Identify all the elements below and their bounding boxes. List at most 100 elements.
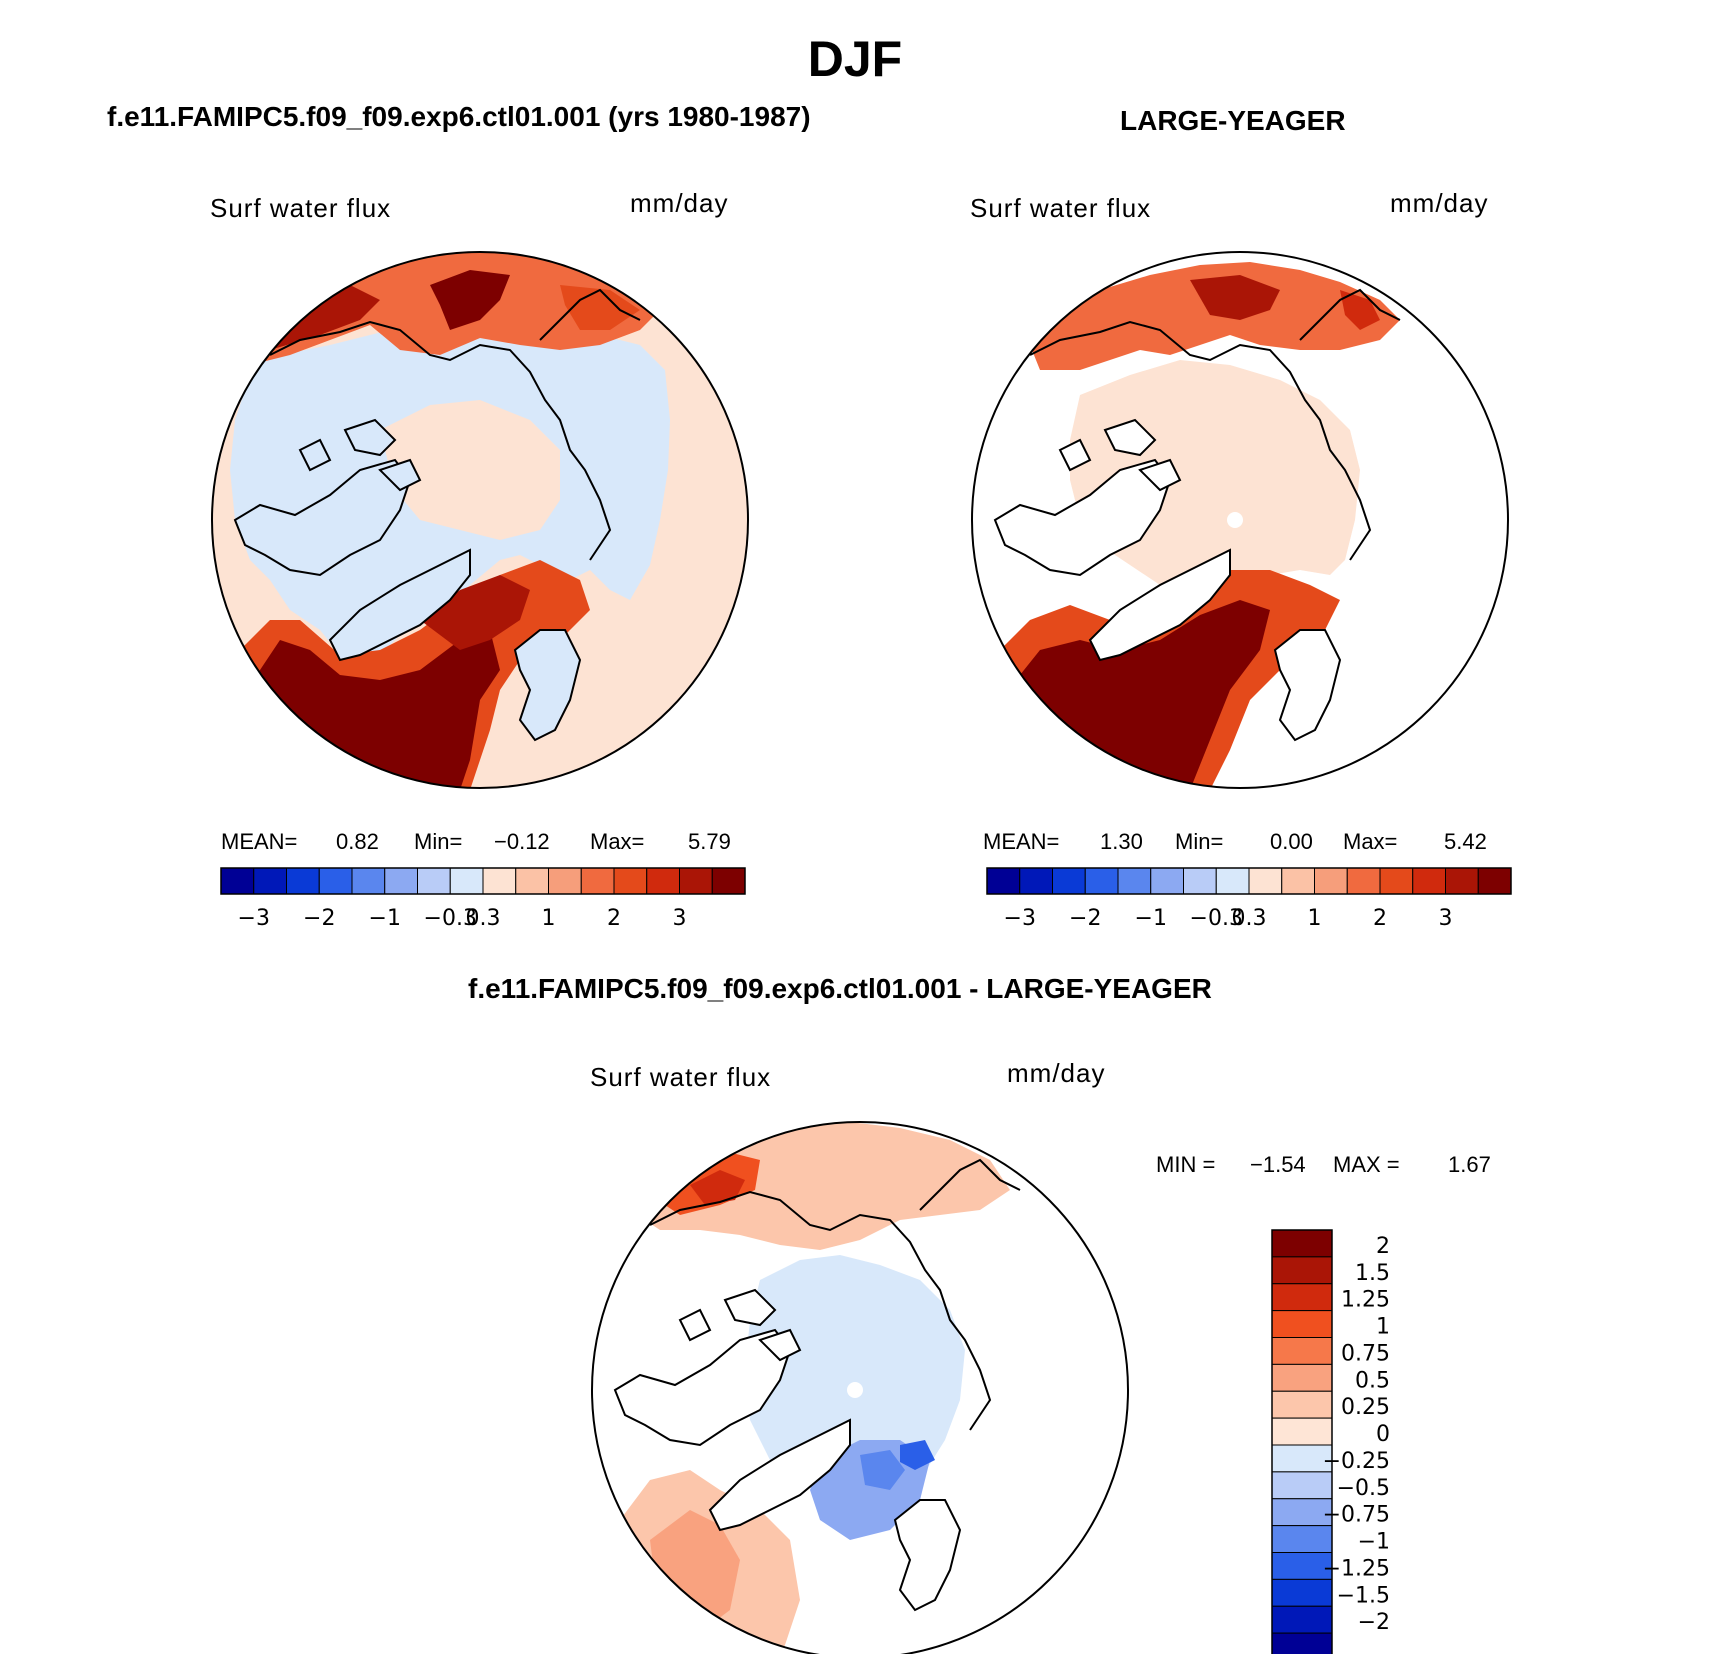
panel2-colorbar-box xyxy=(1150,867,1184,895)
panel2-colorbar-box xyxy=(1084,867,1119,895)
panel3-colorbar-frame xyxy=(1271,1229,1333,1654)
panel3-scandinavia xyxy=(893,1499,962,1612)
panel3-coastline-pacific xyxy=(919,1158,1021,1211)
panel1-colorbar-tick-label: 0.3 xyxy=(466,906,501,931)
panel1-mean-label: MEAN= xyxy=(221,829,298,854)
panel3-colorbar-box xyxy=(1271,1471,1333,1500)
panel1-greenland xyxy=(328,548,471,662)
panel2-max-label: Max= xyxy=(1343,829,1398,854)
panel3-colorbar-box xyxy=(1271,1310,1333,1338)
panel1-colorbar-tick-label: −0.3 xyxy=(424,906,477,931)
panel3-arctic-negative xyxy=(745,1255,965,1500)
panel3-colorbar-tick-label: −0.5 xyxy=(1337,1476,1390,1501)
panel1-min-value: −0.12 xyxy=(494,829,550,854)
panel3-colorbar-box xyxy=(1271,1229,1333,1258)
panel3-colorbar-tick-label: −1.5 xyxy=(1337,1583,1390,1608)
panel2-colorbar-box xyxy=(1215,867,1250,895)
panel2-colorbar-tick-label: −3 xyxy=(1004,906,1036,931)
panel1-colorbar-box xyxy=(286,867,320,895)
panel3-islands xyxy=(678,1288,802,1362)
panel3-arctic-hole xyxy=(847,1382,863,1398)
panel1-coastline-pacific xyxy=(539,288,641,341)
panel1-colorbar-box xyxy=(679,867,713,895)
panel2-variable-label: Surf water flux xyxy=(970,193,1152,223)
panel3-colorbar-tick-label: 1 xyxy=(1376,1315,1390,1340)
panel3-max-label: MAX = xyxy=(1333,1152,1400,1177)
panel3-colorbar-box xyxy=(1271,1525,1333,1553)
panel2-mean-value: 1.30 xyxy=(1100,829,1143,854)
panel1-colorbar-box xyxy=(646,867,680,895)
panel2-greenland xyxy=(1088,548,1231,662)
panel1-atlantic-band xyxy=(420,575,530,650)
panel2-min-value: 0.00 xyxy=(1270,829,1313,854)
panel1-arctic-core xyxy=(380,400,560,540)
panel3-colorbar-box xyxy=(1271,1337,1333,1365)
panel1-colorbar-box xyxy=(613,867,648,895)
panel2-arctic-hole xyxy=(1227,512,1243,528)
panel3-colorbar-tick-label: 0.25 xyxy=(1341,1395,1390,1420)
panel2-top-band-dark xyxy=(1190,275,1280,320)
panel3-map-border xyxy=(591,1121,1129,1654)
panel2-north-america xyxy=(993,458,1172,577)
panel3-variable-label: Surf water flux xyxy=(590,1062,772,1092)
panel1-colorbar-box xyxy=(449,867,484,895)
panel1-colorbar-tick-label: −2 xyxy=(303,906,335,931)
panel1-title: f.e11.FAMIPC5.f09_f09.exp6.ctl01.001 (yr… xyxy=(107,101,811,132)
panel2-units-label: mm/day xyxy=(1390,188,1489,218)
panel3-colorbar-box xyxy=(1271,1417,1333,1446)
panel3-top-band-dark xyxy=(690,1170,745,1205)
panel3-colorbar-tick-label: −0.75 xyxy=(1323,1503,1390,1528)
panel2-islands xyxy=(1058,418,1182,492)
panel3-colorbar-tick-label: −0.25 xyxy=(1323,1449,1390,1474)
panel2-colorbar-tick-label: 2 xyxy=(1373,906,1387,931)
panel2-colorbar-box xyxy=(1248,867,1283,895)
panel1-variable-label: Surf water flux xyxy=(210,193,392,223)
panel3-min-value: −1.54 xyxy=(1250,1152,1306,1177)
panel1-colorbar-tick-label: −3 xyxy=(238,906,270,931)
panel3-colorbar-tick-label: 0 xyxy=(1376,1422,1390,1447)
panel2-scandinavia xyxy=(1273,629,1342,742)
panel1-min-label: Min= xyxy=(414,829,463,854)
panel2-colorbar-tick-label: −1 xyxy=(1135,906,1167,931)
panel2-map xyxy=(972,252,1508,788)
panel3-colorbar-tick-label: 1.25 xyxy=(1341,1288,1390,1313)
panel2-colorbar-box xyxy=(1052,867,1086,895)
panel3-map xyxy=(592,1122,1128,1654)
panel2-colorbar-tick-label: −0.3 xyxy=(1190,906,1243,931)
panel2-coastline-pacific xyxy=(1299,288,1401,341)
panel3-colorbar-tick-label: 0.5 xyxy=(1355,1368,1390,1393)
panel2-colorbar-box xyxy=(986,867,1021,895)
panel1-max-label: Max= xyxy=(590,829,645,854)
panel2-coastline-eurasia xyxy=(1029,320,1372,561)
panel1-colorbar-box xyxy=(417,867,451,895)
panel3-title: f.e11.FAMIPC5.f09_f09.exp6.ctl01.001 - L… xyxy=(468,973,1212,1004)
panel2-colorbar-tick-label: 0.3 xyxy=(1232,906,1267,931)
panel1-colorbar-box xyxy=(482,867,517,895)
panel3-max-value: 1.67 xyxy=(1448,1152,1491,1177)
panel1-colorbar-box xyxy=(580,867,615,895)
panel3-colorbar-box xyxy=(1271,1363,1333,1392)
panel3-colorbar-box xyxy=(1271,1605,1333,1634)
panel3-colorbar-box xyxy=(1271,1283,1333,1312)
panel3-colorbar-box xyxy=(1271,1390,1333,1419)
panel2-colorbar-frame xyxy=(986,867,1512,895)
panel1-islands xyxy=(298,418,422,492)
panel3-colorbar-box xyxy=(1271,1632,1333,1654)
panel3-greenland xyxy=(708,1418,851,1532)
panel1-colorbar-tick-label: 2 xyxy=(607,906,621,931)
panel3-atlantic-blue-dark xyxy=(860,1450,905,1490)
panel3-units-label: mm/day xyxy=(1007,1058,1106,1088)
panel2-colorbar-tick-label: 3 xyxy=(1439,906,1453,931)
panel2-colorbar-tick-label: 1 xyxy=(1308,906,1322,931)
panel2-colorbar-box xyxy=(1019,867,1053,895)
panel2-colorbar: −3 −2 −1 −0.30.3 1 2 3 xyxy=(986,867,1512,931)
panel3-barents-blue xyxy=(900,1440,935,1470)
panel2-colorbar-box xyxy=(1183,867,1217,895)
panel1-scandinavia xyxy=(513,629,582,742)
panel3-colorbar-tick-label: −1 xyxy=(1358,1530,1390,1555)
panel2-colorbar-box xyxy=(1346,867,1381,895)
panel3-colorbar-tick-label: 0.75 xyxy=(1341,1341,1390,1366)
panel1-units-label: mm/day xyxy=(630,188,729,218)
panel1-top-band-mid xyxy=(560,285,640,330)
